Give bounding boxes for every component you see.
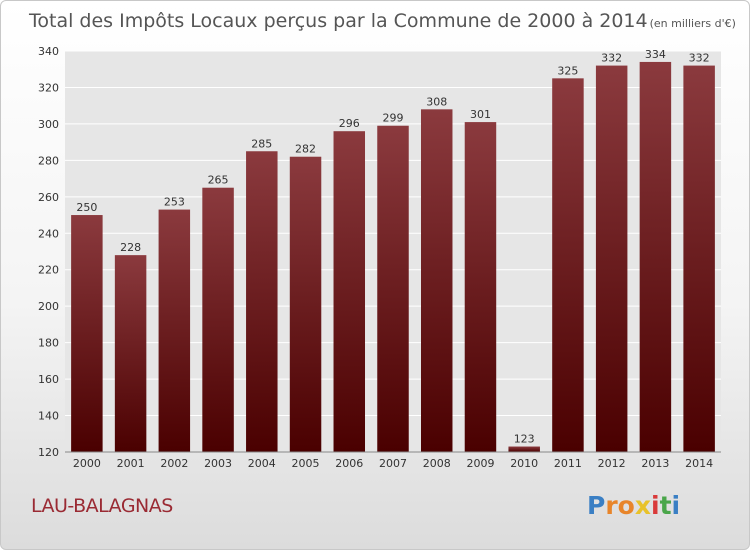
bar-2014	[683, 65, 715, 452]
y-tick-label: 340	[38, 45, 59, 58]
logo-letter: t	[659, 491, 672, 520]
logo-letter: o	[617, 491, 635, 520]
logo-letter: i	[651, 491, 660, 520]
data-label-2000: 250	[76, 201, 97, 214]
data-label-2010: 123	[514, 433, 535, 446]
x-tick-label-2004: 2004	[248, 457, 276, 470]
data-label-2013: 334	[645, 48, 666, 61]
x-tick-label-2009: 2009	[466, 457, 494, 470]
data-label-2008: 308	[426, 95, 447, 108]
data-labels: 250 228 253 265 285 282 296 299 308 301 123 325 332 3…	[76, 48, 709, 446]
y-axis-labels: 120 140 160 180 200 220 240 260 280 300 320 340	[38, 45, 59, 459]
bar-2003	[202, 187, 234, 453]
y-tick-label: 200	[38, 300, 59, 313]
chart-title-unit: (en milliers d'€)	[650, 17, 736, 30]
x-tick-label-2013: 2013	[641, 457, 669, 470]
bar-2012	[595, 65, 628, 452]
bar-2002	[158, 209, 191, 452]
data-label-2009: 301	[470, 108, 491, 121]
x-tick-label-2000: 2000	[73, 457, 101, 470]
data-label-2007: 299	[383, 112, 404, 125]
x-tick-label-2002: 2002	[160, 457, 188, 470]
y-tick-label: 180	[38, 337, 59, 350]
y-tick-label: 120	[38, 446, 59, 459]
x-tick-label-2003: 2003	[204, 457, 232, 470]
bar-2000	[71, 215, 103, 452]
x-tick-label-2008: 2008	[423, 457, 451, 470]
data-label-2003: 265	[208, 174, 229, 187]
data-label-2005: 282	[295, 143, 316, 156]
y-tick-label: 320	[38, 81, 59, 94]
bar-2006	[333, 131, 366, 452]
bar-2001	[114, 255, 147, 452]
bar-2013	[639, 61, 672, 452]
data-label-2014: 332	[689, 52, 710, 65]
logo-letter: x	[634, 491, 651, 520]
x-tick-label-2005: 2005	[292, 457, 320, 470]
bar-2007	[377, 125, 409, 453]
data-label-2002: 253	[164, 196, 185, 209]
data-label-2012: 332	[601, 52, 622, 65]
bar-2004	[246, 151, 278, 452]
x-tick-label-2007: 2007	[379, 457, 407, 470]
y-tick-label: 260	[38, 191, 59, 204]
bar-2005	[289, 156, 322, 452]
x-tick-label-2006: 2006	[335, 457, 363, 470]
y-tick-label: 160	[38, 373, 59, 386]
data-label-2011: 325	[557, 64, 578, 77]
y-tick-label: 140	[38, 410, 59, 423]
x-tick-label-2011: 2011	[554, 457, 582, 470]
y-tick-label: 300	[38, 118, 59, 131]
x-tick-label-2010: 2010	[510, 457, 538, 470]
x-tick-label-2001: 2001	[117, 457, 145, 470]
logo-letter: r	[605, 491, 618, 520]
logo-letter: P	[587, 491, 606, 520]
x-tick-label-2014: 2014	[685, 457, 713, 470]
bar-2008	[420, 109, 453, 452]
y-tick-label: 280	[38, 154, 59, 167]
bars	[71, 61, 715, 453]
bar-2011	[552, 78, 584, 452]
bar-2009	[464, 122, 497, 452]
chart-title: Total des Impôts Locaux perçus par la Co…	[28, 10, 736, 32]
proxiti-logo[interactable]: Proxiti	[587, 491, 680, 520]
commune-name: LAU-BALAGNAS	[31, 495, 173, 517]
bar-2010	[508, 446, 540, 452]
y-tick-label: 240	[38, 227, 59, 240]
data-label-2001: 228	[120, 241, 141, 254]
x-axis-labels: 2000 2001 2002 2003 2004 2005 2006 2007 2008 2009…	[73, 457, 713, 470]
x-tick-label-2012: 2012	[598, 457, 626, 470]
chart-title-main: Total des Impôts Locaux perçus par la Co…	[28, 10, 648, 32]
y-tick-label: 220	[38, 264, 59, 277]
logo-letter: i	[671, 491, 681, 520]
data-label-2006: 296	[339, 117, 360, 130]
data-label-2004: 285	[251, 137, 272, 150]
